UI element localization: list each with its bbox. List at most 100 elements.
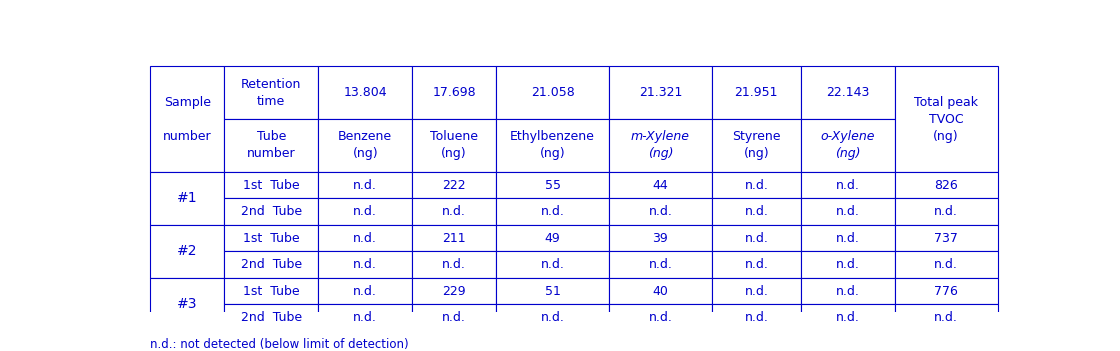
Text: 21.321: 21.321 — [638, 86, 682, 99]
Bar — [224, 66, 318, 119]
Bar — [609, 225, 712, 251]
Bar — [318, 119, 412, 172]
Text: 1st  Tube: 1st Tube — [243, 285, 300, 298]
Text: n.d.: n.d. — [353, 179, 377, 192]
Text: 737: 737 — [934, 232, 958, 245]
Text: n.d.: n.d. — [934, 205, 958, 218]
Bar — [895, 225, 998, 251]
Bar — [318, 225, 412, 251]
Text: 40: 40 — [653, 285, 669, 298]
Bar — [609, 198, 712, 225]
Bar — [895, 251, 998, 278]
Bar — [609, 119, 712, 172]
Bar — [712, 225, 801, 251]
Bar — [224, 225, 318, 251]
Text: n.d.: n.d. — [541, 258, 564, 271]
Text: 1st  Tube: 1st Tube — [243, 232, 300, 245]
Text: 13.804: 13.804 — [344, 86, 388, 99]
Text: n.d.: n.d. — [442, 205, 466, 218]
Text: n.d.: n.d. — [745, 258, 768, 271]
Text: 39: 39 — [653, 232, 669, 245]
Text: n.d.: n.d. — [836, 232, 860, 245]
Text: 776: 776 — [934, 285, 958, 298]
Text: Benzene
(ng): Benzene (ng) — [338, 131, 392, 160]
Bar — [801, 198, 895, 225]
Bar — [801, 251, 895, 278]
Bar — [712, 119, 801, 172]
Bar — [318, 172, 412, 198]
Bar — [496, 66, 609, 119]
Bar — [224, 119, 318, 172]
Text: 229: 229 — [442, 285, 466, 298]
Bar — [895, 278, 998, 304]
Bar — [801, 119, 895, 172]
Text: n.d.: n.d. — [541, 311, 564, 324]
Text: Tube
number: Tube number — [248, 131, 296, 160]
Text: 211: 211 — [442, 232, 466, 245]
Bar — [496, 304, 609, 331]
Text: n.d.: not detected (below limit of detection): n.d.: not detected (below limit of detec… — [150, 338, 409, 351]
Text: 222: 222 — [442, 179, 466, 192]
Text: #3: #3 — [177, 297, 197, 311]
Text: 55: 55 — [544, 179, 560, 192]
Bar — [801, 66, 895, 119]
Text: n.d.: n.d. — [836, 258, 860, 271]
Bar — [712, 66, 801, 119]
Bar — [150, 66, 224, 172]
Text: Sample

number: Sample number — [164, 95, 212, 143]
Bar — [609, 278, 712, 304]
Bar — [496, 119, 609, 172]
Bar — [224, 198, 318, 225]
Text: 2nd  Tube: 2nd Tube — [241, 258, 302, 271]
Text: n.d.: n.d. — [745, 285, 768, 298]
Bar — [150, 225, 224, 278]
Bar — [412, 225, 496, 251]
Bar — [895, 198, 998, 225]
Bar — [496, 172, 609, 198]
Bar — [224, 172, 318, 198]
Text: n.d.: n.d. — [353, 258, 377, 271]
Bar — [318, 198, 412, 225]
Bar — [801, 304, 895, 331]
Text: n.d.: n.d. — [648, 311, 672, 324]
Text: #1: #1 — [177, 191, 198, 205]
Bar — [895, 66, 998, 172]
Text: n.d.: n.d. — [934, 311, 958, 324]
Text: o-Xylene
(ng): o-Xylene (ng) — [821, 131, 875, 160]
Bar — [224, 304, 318, 331]
Text: n.d.: n.d. — [836, 285, 860, 298]
Text: 21.951: 21.951 — [735, 86, 778, 99]
Text: n.d.: n.d. — [353, 311, 377, 324]
Bar — [412, 119, 496, 172]
Bar — [801, 172, 895, 198]
Text: n.d.: n.d. — [353, 285, 377, 298]
Text: 17.698: 17.698 — [432, 86, 476, 99]
Bar — [712, 251, 801, 278]
Text: Ethylbenzene
(ng): Ethylbenzene (ng) — [510, 131, 595, 160]
Bar — [150, 172, 224, 225]
Text: 826: 826 — [934, 179, 958, 192]
Bar — [224, 278, 318, 304]
Text: 49: 49 — [544, 232, 560, 245]
Text: 22.143: 22.143 — [827, 86, 869, 99]
Bar — [412, 172, 496, 198]
Text: Retention
time: Retention time — [241, 78, 301, 108]
Text: 2nd  Tube: 2nd Tube — [241, 205, 302, 218]
Text: Toluene
(ng): Toluene (ng) — [430, 131, 478, 160]
Text: n.d.: n.d. — [745, 232, 768, 245]
Text: 21.058: 21.058 — [531, 86, 575, 99]
Bar — [318, 304, 412, 331]
Bar — [496, 251, 609, 278]
Bar — [712, 278, 801, 304]
Bar — [412, 198, 496, 225]
Bar — [496, 225, 609, 251]
Bar — [609, 66, 712, 119]
Text: m-Xylene
(ng): m-Xylene (ng) — [631, 131, 690, 160]
Bar — [801, 225, 895, 251]
Text: n.d.: n.d. — [836, 179, 860, 192]
Text: 51: 51 — [544, 285, 560, 298]
Bar — [496, 198, 609, 225]
Text: Total peak
TVOC
(ng): Total peak TVOC (ng) — [914, 95, 978, 143]
Bar — [412, 66, 496, 119]
Bar — [712, 172, 801, 198]
